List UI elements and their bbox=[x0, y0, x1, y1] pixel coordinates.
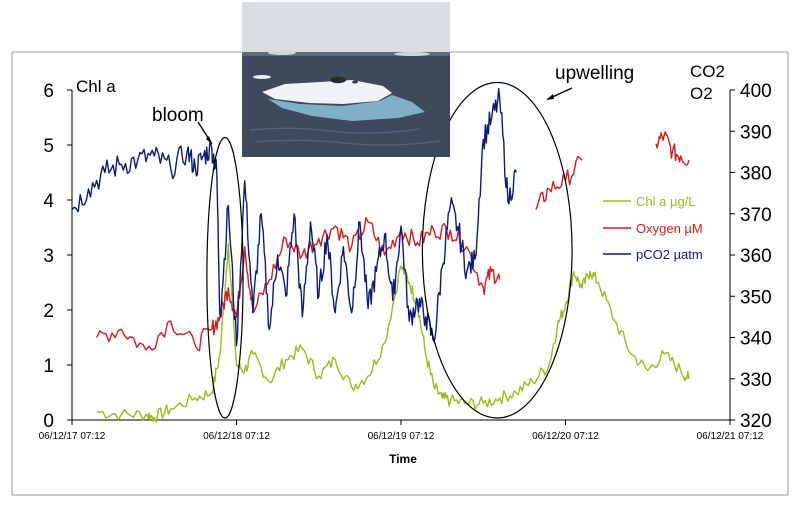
left-axis-ticks: 0 1 2 3 4 5 6 bbox=[43, 81, 72, 432]
series-line-oxygen bbox=[96, 217, 501, 352]
left-axis-title: Chl a bbox=[76, 77, 116, 96]
right-axis-title-co2: CO2 bbox=[690, 62, 725, 81]
left-tick-label: 6 bbox=[43, 81, 54, 102]
annotation-bloom-label: bloom bbox=[152, 105, 204, 126]
legend-pco2-label: pCO2 µatm bbox=[636, 247, 703, 262]
legend: Chl a µg/L Oxygen µM pCO2 µatm bbox=[603, 194, 703, 262]
right-tick-label: 400 bbox=[740, 81, 772, 102]
left-tick-label: 3 bbox=[43, 246, 54, 267]
left-tick-label: 1 bbox=[43, 356, 54, 377]
left-tick-label: 0 bbox=[43, 411, 54, 432]
x-axis-title: Time bbox=[389, 452, 417, 466]
left-tick-label: 5 bbox=[43, 136, 54, 157]
annotation-upwelling-arrowhead bbox=[546, 94, 554, 100]
right-axis-ticks: 320 330 340 350 360 370 380 390 400 bbox=[730, 81, 772, 432]
series-line-pco2 bbox=[71, 88, 517, 347]
left-tick-label: 2 bbox=[43, 301, 54, 322]
left-tick-label: 4 bbox=[43, 191, 54, 212]
right-tick-label: 360 bbox=[740, 246, 772, 267]
right-axis-title-o2: O2 bbox=[690, 84, 713, 103]
series-line-oxygen bbox=[535, 155, 583, 210]
x-tick-label: 06/12/20 07:12 bbox=[532, 431, 599, 442]
annotation-bloom-arrowhead bbox=[206, 136, 212, 144]
annotation-ellipse-bloom bbox=[206, 136, 244, 419]
right-tick-label: 350 bbox=[740, 287, 772, 308]
series-layer bbox=[71, 88, 690, 423]
annotation-layer bbox=[206, 81, 573, 419]
annotation-ellipse-upwelling bbox=[421, 81, 573, 419]
x-tick-label: 06/12/17 07:12 bbox=[39, 431, 106, 442]
right-tick-label: 380 bbox=[740, 164, 772, 185]
annotation-upwelling-label: upwelling bbox=[555, 63, 634, 84]
x-tick-label: 06/12/18 07:12 bbox=[203, 431, 270, 442]
right-tick-label: 330 bbox=[740, 370, 772, 391]
right-tick-label: 340 bbox=[740, 329, 772, 350]
right-tick-label: 370 bbox=[740, 205, 772, 226]
legend-chl-label: Chl a µg/L bbox=[636, 194, 696, 209]
right-tick-label: 390 bbox=[740, 122, 772, 143]
iceberg-photo-icon bbox=[242, 2, 450, 157]
x-tick-label: 06/12/21 07:12 bbox=[697, 431, 764, 442]
right-tick-label: 320 bbox=[740, 411, 772, 432]
x-tick-label: 06/12/19 07:12 bbox=[368, 431, 435, 442]
series-line-oxygen bbox=[655, 131, 690, 166]
x-axis-ticks: 06/12/17 07:12 06/12/18 07:12 06/12/19 07:… bbox=[39, 420, 764, 442]
legend-oxygen-label: Oxygen µM bbox=[636, 221, 703, 236]
